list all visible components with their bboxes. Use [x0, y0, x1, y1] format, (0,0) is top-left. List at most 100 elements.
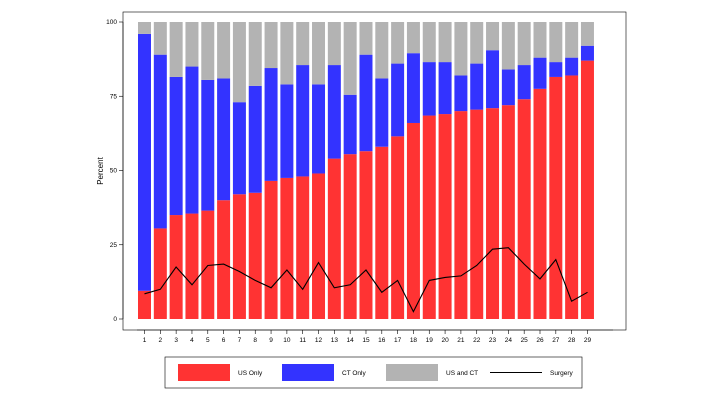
x-tick-label-17: 17: [394, 337, 402, 344]
bar-ct-only-10: [280, 84, 294, 178]
bar-ct-only-12: [312, 84, 326, 174]
bar-us-and-ct-25: [517, 22, 531, 66]
legend-swatch-us-and-ct: [386, 364, 438, 381]
y-axis-title: Percent: [96, 156, 105, 184]
bar-us-and-ct-18: [406, 22, 420, 54]
bar-us-only-4: [185, 213, 199, 319]
bar-us-and-ct-7: [232, 22, 246, 103]
bar-ct-only-13: [327, 65, 341, 159]
x-tick-label-24: 24: [505, 337, 513, 344]
bar-us-and-ct-16: [375, 22, 389, 79]
bar-us-only-11: [296, 176, 310, 319]
surgery-line-group: [144, 247, 588, 313]
bar-us-and-ct-13: [327, 22, 341, 66]
bar-ct-only-26: [533, 57, 547, 89]
bar-ct-only-9: [264, 68, 278, 181]
bar-ct-only-1: [138, 33, 151, 291]
bar-us-only-22: [470, 109, 484, 320]
x-tick-label-15: 15: [362, 337, 370, 344]
x-tick-label-4: 4: [190, 337, 194, 344]
bar-us-only-24: [501, 105, 515, 319]
bar-us-and-ct-3: [169, 22, 183, 77]
y-tick-label-25: 25: [110, 242, 118, 249]
y-tick-label-75: 75: [110, 93, 118, 100]
bar-ct-only-24: [501, 69, 515, 106]
bar-us-only-14: [343, 154, 357, 319]
x-tick-label-11: 11: [299, 337, 306, 344]
bar-ct-only-3: [169, 76, 183, 216]
bar-us-only-12: [312, 173, 326, 319]
bar-us-and-ct-20: [438, 22, 452, 63]
bar-us-and-ct-8: [248, 22, 262, 86]
bar-ct-only-23: [486, 50, 500, 109]
bar-ct-only-8: [248, 85, 262, 193]
bar-us-and-ct-5: [201, 22, 215, 80]
x-tick-label-22: 22: [473, 337, 481, 344]
surgery-line: [144, 247, 588, 313]
x-tick-label-3: 3: [174, 337, 178, 344]
bar-ct-only-19: [422, 62, 436, 116]
bar-us-and-ct-1: [138, 22, 151, 34]
bar-ct-only-28: [565, 57, 579, 76]
bar-us-only-18: [406, 122, 420, 319]
bar-us-and-ct-2: [153, 22, 167, 55]
bar-us-and-ct-22: [470, 22, 484, 64]
bar-ct-only-17: [391, 63, 405, 137]
y-ticks: 0 25 50 75 100: [106, 19, 123, 323]
bar-us-only-8: [248, 192, 262, 319]
bar-us-and-ct-24: [501, 22, 515, 70]
bar-us-and-ct-23: [486, 22, 500, 51]
bar-us-and-ct-4: [185, 22, 199, 67]
legend-swatch-us-only: [178, 364, 230, 381]
bar-us-only-29: [580, 60, 594, 320]
x-tick-label-23: 23: [489, 337, 497, 344]
x-tick-label-1: 1: [143, 337, 147, 344]
bar-us-and-ct-19: [422, 22, 436, 63]
bar-us-and-ct-29: [580, 22, 594, 46]
bar-us-and-ct-12: [312, 22, 326, 85]
bar-us-only-27: [549, 76, 563, 319]
bar-us-only-6: [217, 200, 231, 319]
bar-us-and-ct-17: [391, 22, 405, 64]
bar-us-only-25: [517, 99, 531, 319]
bar-ct-only-15: [359, 54, 373, 152]
bar-us-only-16: [375, 146, 389, 319]
bar-ct-only-14: [343, 94, 357, 155]
bar-us-only-15: [359, 151, 373, 319]
bar-us-only-28: [565, 75, 579, 320]
bar-ct-only-18: [406, 53, 420, 123]
bar-ct-only-7: [232, 102, 246, 195]
x-tick-label-21: 21: [457, 337, 465, 344]
y-tick-label-50: 50: [110, 168, 118, 175]
legend-label-us-only: US Only: [238, 370, 263, 377]
legend-label-ct-only: CT Only: [342, 370, 366, 377]
x-tick-label-26: 26: [536, 337, 544, 344]
bars-group: [138, 22, 594, 320]
bar-us-only-9: [264, 180, 278, 319]
y-tick-label-0: 0: [113, 316, 117, 323]
x-tick-label-29: 29: [584, 337, 592, 344]
bar-us-only-10: [280, 177, 294, 319]
x-tick-label-20: 20: [441, 337, 449, 344]
bar-ct-only-6: [217, 78, 231, 201]
bar-us-and-ct-11: [296, 22, 310, 66]
bar-us-only-17: [391, 136, 405, 319]
x-tick-label-27: 27: [552, 337, 560, 344]
bar-us-only-26: [533, 88, 547, 319]
bar-us-only-19: [422, 115, 436, 320]
x-tick-label-25: 25: [521, 337, 529, 344]
bar-ct-only-29: [580, 45, 594, 61]
bar-us-and-ct-10: [280, 22, 294, 85]
bar-us-and-ct-27: [549, 22, 563, 63]
x-tick-label-13: 13: [331, 337, 339, 344]
x-tick-label-28: 28: [568, 337, 576, 344]
x-tick-label-18: 18: [410, 337, 418, 344]
bar-ct-only-25: [517, 65, 531, 100]
bar-us-and-ct-26: [533, 22, 547, 58]
bar-ct-only-21: [454, 75, 468, 112]
legend-label-surgery: Surgery: [550, 370, 574, 377]
x-ticks: 1 2 3 4 5 6 7 8 9 10 11 12 13 14 15 16 17 18 19 20 21 22 23 24 2…: [143, 330, 592, 344]
bar-us-and-ct-6: [217, 22, 231, 79]
bar-ct-only-11: [296, 65, 310, 177]
